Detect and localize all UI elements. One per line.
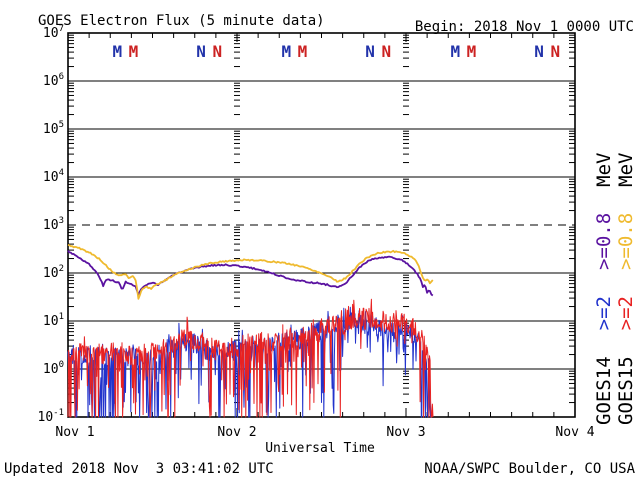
y-tick-label: 106 xyxy=(43,72,64,89)
day-marker-N: N xyxy=(365,42,375,61)
legend-column-goes15: GOES15 >=2 >=0.8 MeV xyxy=(615,153,637,426)
y-tick-label: 100 xyxy=(43,360,64,377)
series-goes14-ge0p8mev xyxy=(67,250,434,297)
x-tick-label: Nov 2 xyxy=(217,425,257,440)
legend-item: MeV xyxy=(593,152,615,187)
y-minor-ticks xyxy=(68,34,575,404)
x-tick-label: Nov 3 xyxy=(386,425,426,440)
legend-item: GOES14 xyxy=(593,356,615,425)
y-tick-label: 105 xyxy=(43,120,64,137)
x-tick-label: Nov 4 xyxy=(555,425,595,440)
x-axis-title: Universal Time xyxy=(265,441,375,456)
legend-item: MeV xyxy=(615,152,637,187)
legend-column-goes14: GOES14 >=2 >=0.8 MeV xyxy=(593,153,615,426)
day-marker-M: M xyxy=(450,42,460,61)
day-marker-M: M xyxy=(281,42,291,61)
day-marker-M: M xyxy=(298,42,308,61)
legend-item: >=0.8 xyxy=(593,212,615,271)
day-marker-N: N xyxy=(381,42,391,61)
day-marker-N: N xyxy=(550,42,560,61)
series-goes15-ge0p8mev xyxy=(67,244,434,300)
y-tick-labels: 107 106 105 104 103 102 101 100 10-1 xyxy=(38,24,65,425)
y-tick-label: 102 xyxy=(43,264,64,281)
begin-timestamp: Begin: 2018 Nov 1 0000 UTC xyxy=(414,19,634,35)
day-marker-N: N xyxy=(196,42,206,61)
legend-item: >=0.8 xyxy=(615,212,637,271)
y-tick-label: 101 xyxy=(43,312,64,329)
day-marker-M: M xyxy=(129,42,139,61)
series-goes15-ge2mev xyxy=(67,298,434,418)
legend-item: >=2 xyxy=(593,296,615,331)
y-tick-label: 104 xyxy=(43,168,64,185)
source-attribution: NOAA/SWPC Boulder, CO USA xyxy=(424,461,635,477)
day-marker-N: N xyxy=(534,42,544,61)
legend-item: >=2 xyxy=(615,296,637,331)
day-marker-N: N xyxy=(212,42,222,61)
day-marker-M: M xyxy=(112,42,122,61)
x-tick-label: Nov 1 xyxy=(55,425,95,440)
chart-title: GOES Electron Flux (5 minute data) xyxy=(38,13,325,29)
y-tick-label: 103 xyxy=(43,216,64,233)
day-marker-M: M xyxy=(467,42,477,61)
y-tick-label: 107 xyxy=(43,24,64,41)
updated-timestamp: Updated 2018 Nov 3 03:41:02 UTC xyxy=(4,461,274,477)
plot-frame xyxy=(67,32,576,418)
y-tick-label: 10-1 xyxy=(38,408,65,425)
legend-item: GOES15 xyxy=(615,356,637,425)
